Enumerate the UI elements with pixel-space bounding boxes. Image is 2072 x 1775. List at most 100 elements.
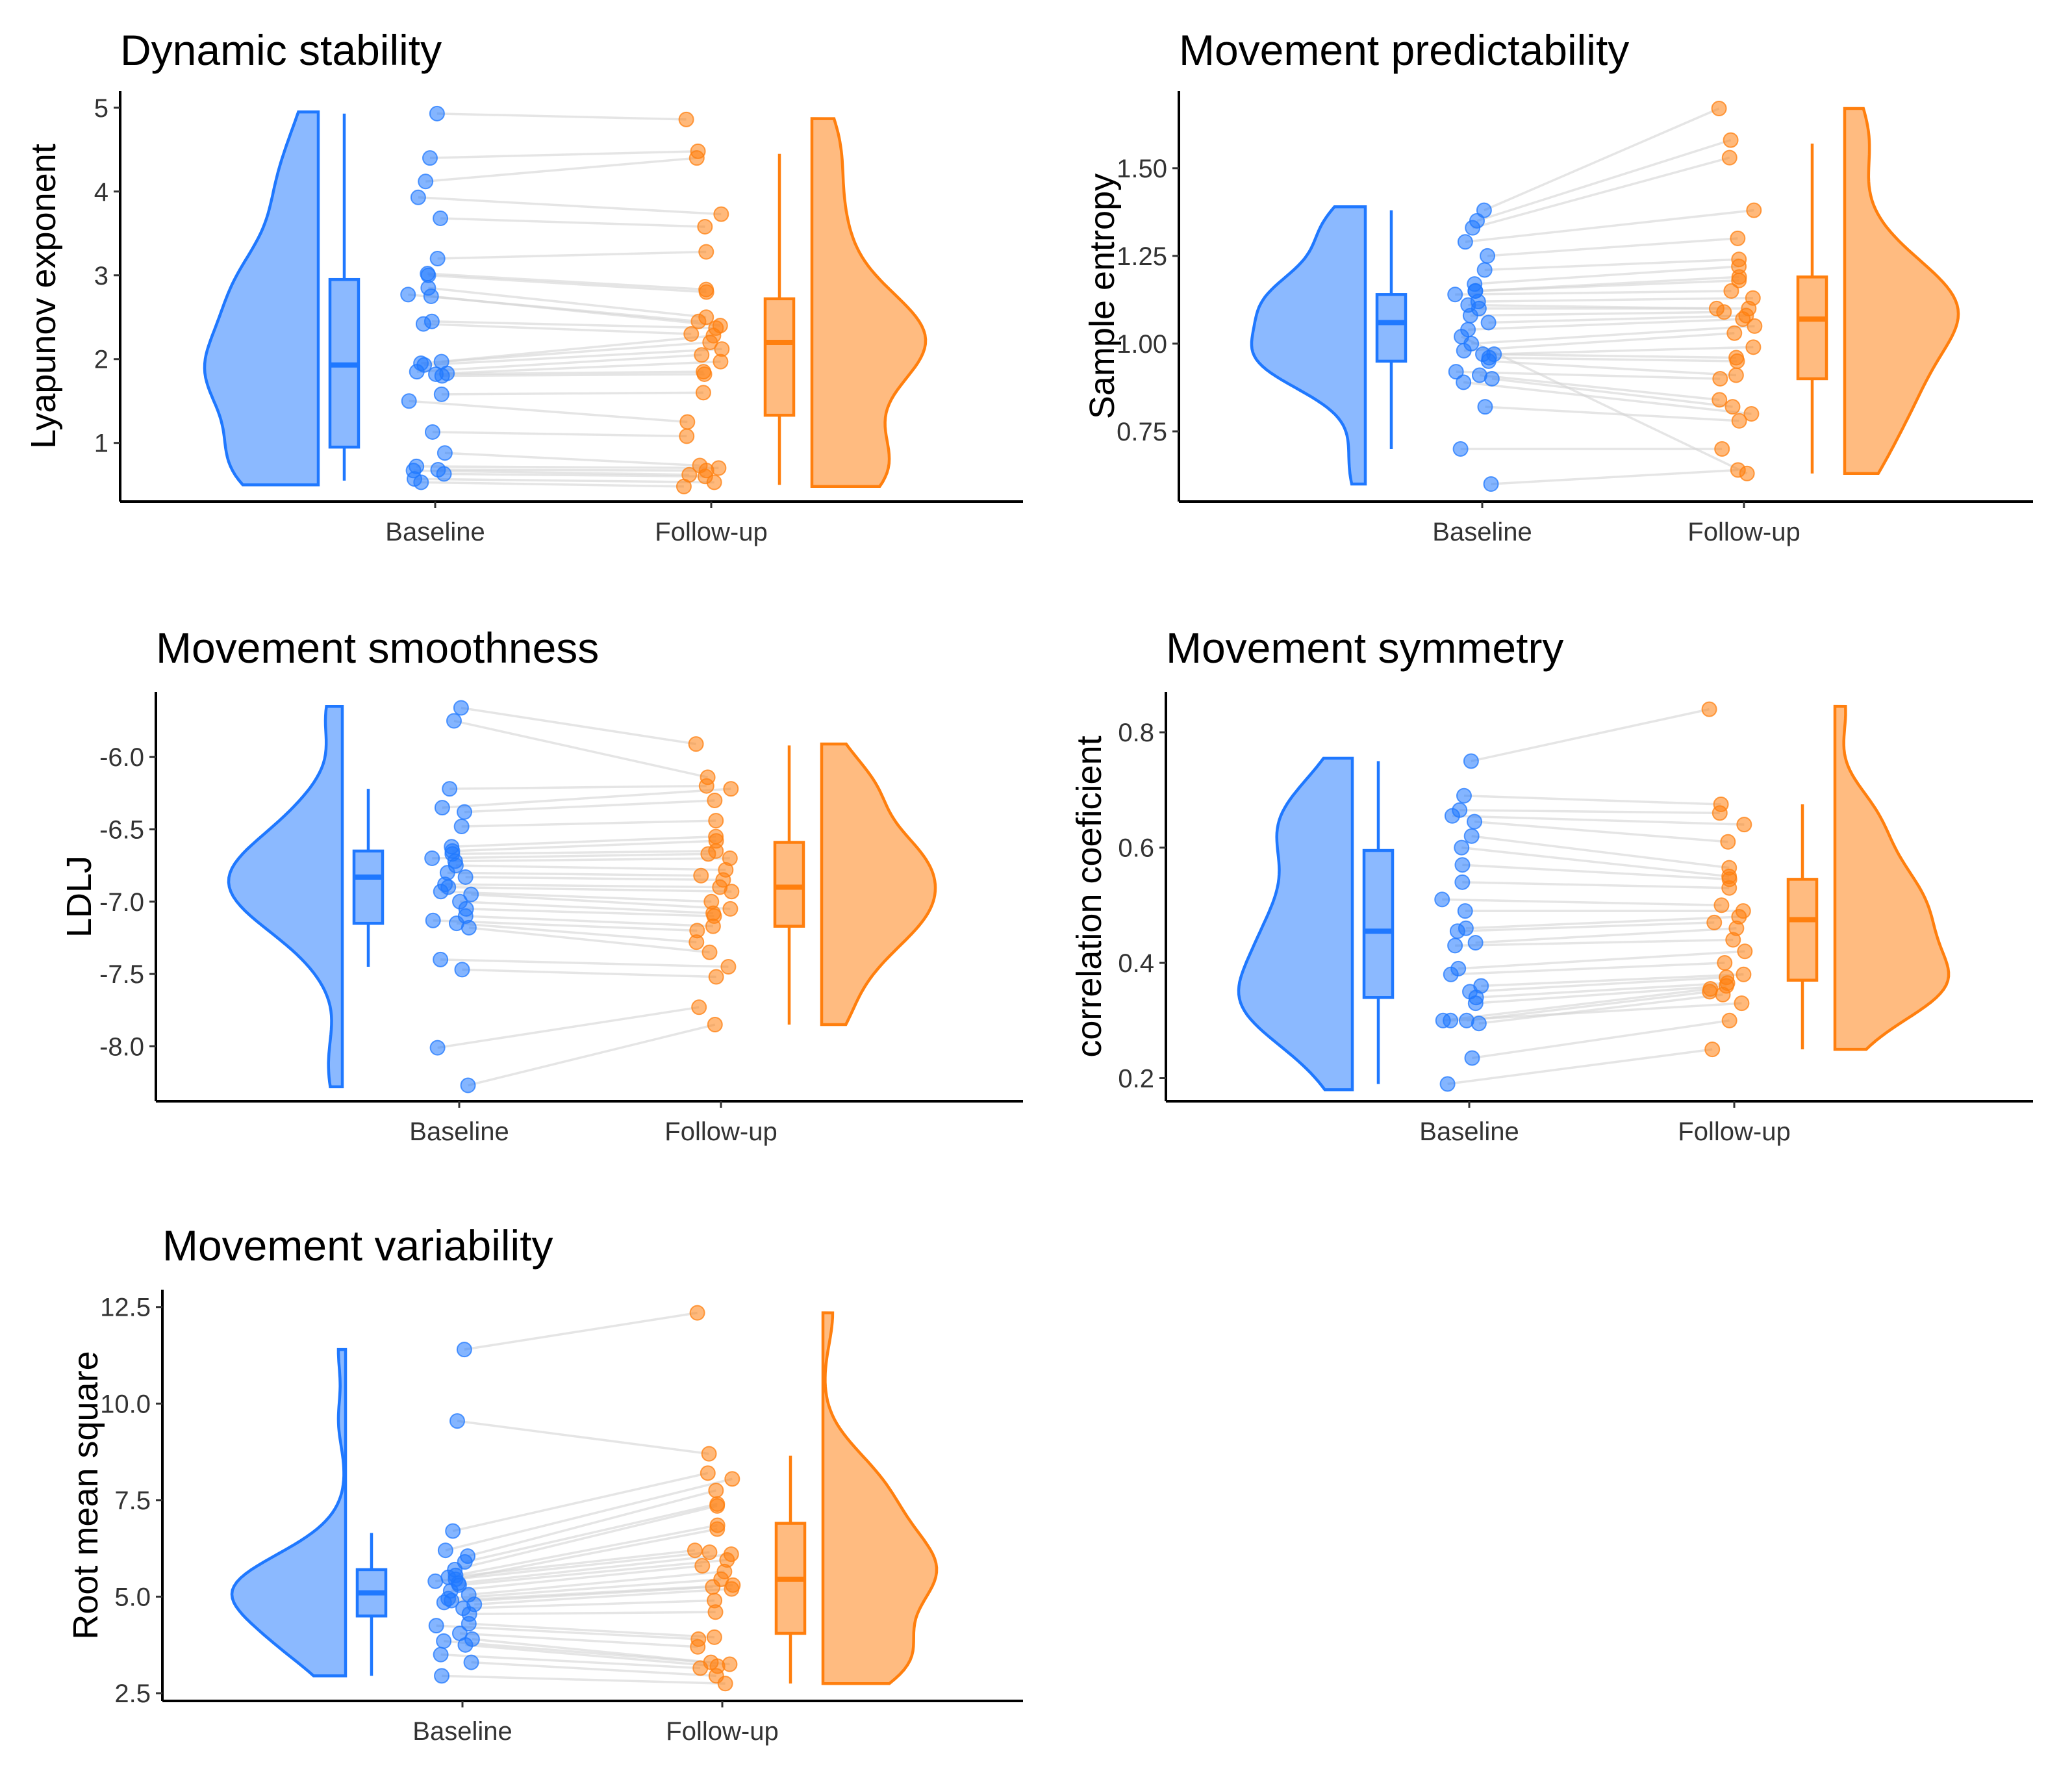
followup-violin — [1843, 107, 1960, 476]
pair-line — [1470, 311, 1725, 317]
baseline-point — [457, 804, 473, 820]
pair-line — [1484, 258, 1739, 272]
panel-title: Movement symmetry — [1166, 624, 1563, 672]
baseline-violin — [203, 110, 320, 487]
baseline-point — [1449, 923, 1465, 939]
baseline-violin — [1237, 756, 1354, 1092]
pair-line — [1463, 381, 1752, 415]
y-tick-label: 3 — [94, 262, 108, 290]
y-axis-label: Sample entropy — [1083, 173, 1122, 419]
pair-line — [1450, 962, 1725, 976]
pair-line — [448, 886, 732, 893]
baseline-point — [1483, 476, 1499, 492]
y-tick-label: 0.6 — [1118, 834, 1154, 863]
followup-point — [707, 1017, 723, 1033]
x-tick-label: Baseline — [1419, 1117, 1519, 1146]
baseline-point — [1457, 903, 1473, 919]
pair-line — [461, 819, 716, 828]
pair-line — [440, 890, 712, 903]
followup-point — [701, 1544, 718, 1561]
y-tick-label: 1.25 — [1117, 242, 1167, 271]
followup-point — [698, 778, 714, 794]
pair-line — [1456, 370, 1721, 380]
baseline-point — [436, 445, 453, 461]
baseline-point — [1480, 353, 1497, 369]
pair-line — [1442, 898, 1722, 907]
followup-point — [1747, 318, 1763, 334]
pair-line — [1461, 846, 1730, 878]
pair-line — [1458, 950, 1745, 970]
x-tick-label: Follow-up — [1678, 1117, 1790, 1146]
followup-point — [705, 918, 721, 934]
baseline-point — [1460, 297, 1476, 313]
baseline-point — [453, 819, 470, 835]
followup-point — [709, 1521, 726, 1537]
baseline-point — [410, 189, 426, 205]
baseline-point — [460, 1077, 476, 1093]
pair-line — [465, 915, 713, 928]
pair-line — [1468, 318, 1743, 331]
baseline-point — [433, 211, 449, 227]
pair-line — [1478, 296, 1753, 303]
y-tick-label: 12.5 — [100, 1294, 151, 1322]
pair-line — [444, 1640, 730, 1666]
followup-point — [690, 1639, 706, 1655]
followup-point — [1743, 405, 1760, 422]
followup-point — [713, 353, 729, 370]
x-tick-label: Baseline — [1432, 518, 1532, 546]
pair-line — [1466, 990, 1710, 1022]
followup-point — [1713, 897, 1730, 913]
pair-line — [1475, 279, 1739, 292]
y-tick-label: -8.0 — [99, 1032, 144, 1061]
baseline-point — [428, 1618, 444, 1634]
x-tick-label: Baseline — [385, 518, 485, 546]
followup-point — [708, 969, 724, 985]
followup-point — [678, 111, 694, 127]
baseline-point — [409, 364, 425, 380]
pair-line — [1463, 331, 1735, 352]
followup-point — [694, 347, 710, 363]
followup-point — [1725, 932, 1741, 948]
followup-point — [689, 934, 705, 951]
pair-line — [471, 1661, 716, 1678]
baseline-point — [422, 150, 438, 166]
y-tick-label: 4 — [94, 178, 108, 207]
baseline-point — [1454, 839, 1470, 856]
baseline-violin — [1250, 205, 1367, 486]
pair-line — [1488, 360, 1736, 377]
baseline-point — [1476, 262, 1493, 278]
followup-point — [689, 1305, 705, 1321]
followup-point — [1734, 995, 1750, 1012]
followup-point — [1721, 1012, 1737, 1028]
pair-line — [1475, 984, 1726, 1004]
baseline-point — [1447, 938, 1463, 954]
baseline-point — [434, 368, 450, 384]
baseline-point — [424, 850, 440, 867]
panel-title: Movement variability — [162, 1221, 553, 1270]
followup-point — [1736, 817, 1752, 833]
baseline-point — [1456, 342, 1472, 359]
y-tick-label: 0.75 — [1117, 418, 1167, 446]
followup-point — [1720, 834, 1736, 850]
followup-point — [1715, 986, 1731, 1002]
pair-line — [428, 287, 707, 318]
followup-point — [683, 326, 700, 342]
followup-point — [717, 1676, 733, 1692]
followup-point — [1729, 353, 1745, 369]
x-tick-label: Follow-up — [1687, 518, 1800, 546]
baseline-point — [415, 316, 431, 332]
baseline-point — [1454, 329, 1470, 345]
pair-line — [436, 112, 687, 121]
pair-line — [448, 1578, 722, 1600]
pair-line — [1455, 290, 1732, 296]
panel-title: Movement predictability — [1179, 26, 1629, 74]
pair-line — [444, 472, 705, 478]
pair-line — [431, 320, 716, 329]
followup-point — [1730, 230, 1746, 246]
followup-point — [676, 478, 692, 494]
followup-point — [707, 792, 723, 808]
baseline-point — [1467, 813, 1483, 830]
baseline-point — [1467, 995, 1484, 1012]
pair-line — [1455, 938, 1734, 947]
followup-point — [1714, 441, 1730, 457]
